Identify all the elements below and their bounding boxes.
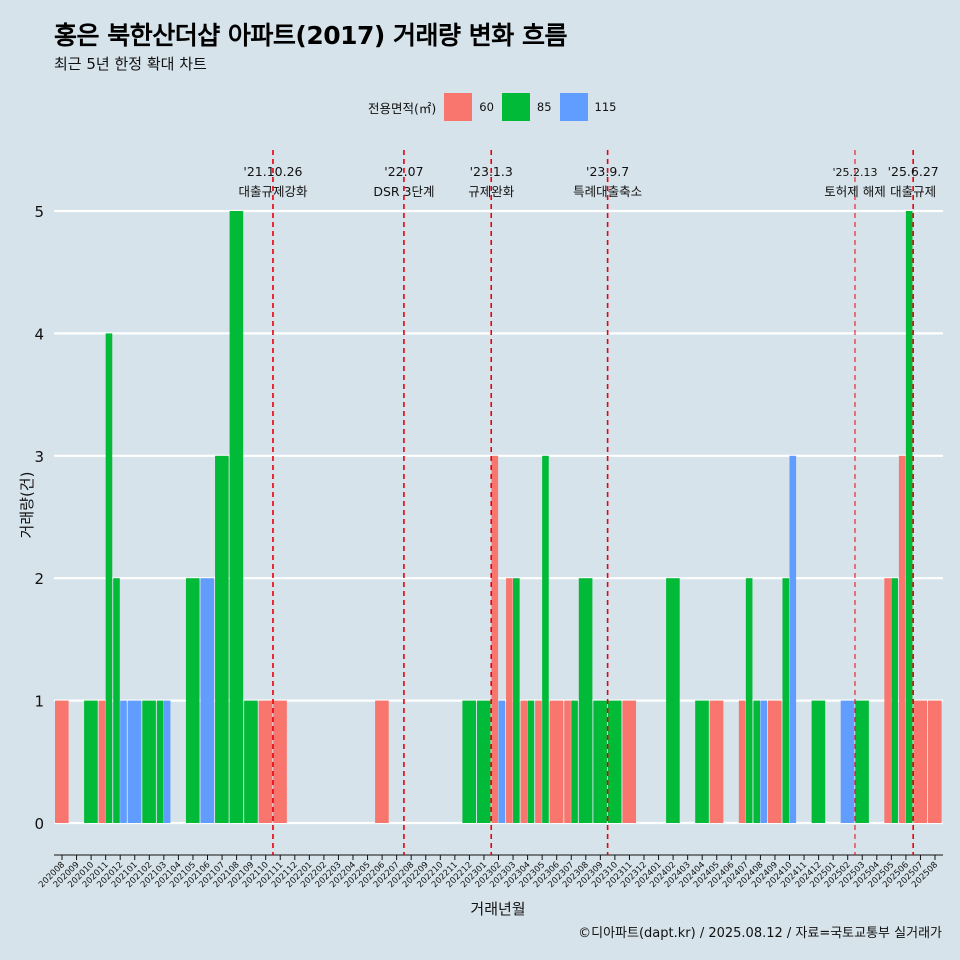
bar-202410-115 [789,455,797,823]
bar-202304-85 [527,700,535,823]
bar-202110-60 [258,700,273,823]
bar-202307-85 [571,700,578,823]
bar-202502-115 [840,700,855,823]
event-date-label: '21.10.26 [243,164,302,179]
legend-swatch-85 [501,93,530,121]
event-name-label: 특례대출축소 [573,184,642,199]
bar-202407-85 [745,578,753,823]
bar-202306-60 [549,700,564,823]
bar-202310-85 [607,700,622,823]
event-name-label: 규제완화 [468,184,515,199]
bar-202311-60 [622,700,637,823]
bar-202011-85 [105,333,113,823]
bar-202102-85 [142,700,156,823]
bar-202410-85 [782,578,790,823]
y-tick-label: 2 [34,570,44,588]
chart-title: 홍은 북한산더샵 아파트(2017) 거래량 변화 흐름 [54,21,567,50]
event-date-label: '25.2.13 [832,166,877,179]
bar-202303-85 [513,578,520,823]
bar-202301-85 [476,700,491,823]
bar-202103-115 [163,700,171,823]
bar-202402-85 [666,578,680,823]
bar-202206-60 [375,700,389,823]
bar-202412-85 [811,700,826,823]
legend: 전용면적(㎡) 60 85 115 [368,92,625,122]
bar-202107-85 [215,455,229,823]
bar-202404-85 [695,700,709,823]
bar-202109-85 [244,700,258,823]
bar-202409-60 [767,700,782,823]
legend-label-85: 85 [536,100,552,114]
bar-202506-60 [898,455,906,823]
y-tick-label: 3 [34,448,44,466]
bar-202302-60 [491,455,499,823]
bar-202408-85 [753,700,760,823]
event-name-label: 대출규제강화 [238,184,308,199]
chart-subtitle: 최근 5년 한정 확대 차트 [54,55,207,73]
bar-202010-85 [84,700,98,823]
bar-202012-115 [120,700,127,823]
bar-202111-60 [273,700,287,823]
legend-swatch-115 [559,93,588,121]
bar-202105-85 [185,578,200,823]
bar-202304-60 [520,700,528,823]
bar-202507-60 [913,700,928,823]
legend-label-115: 115 [594,100,617,114]
bar-202408-115 [760,700,767,823]
legend-label-60: 60 [479,100,494,114]
bar-202307-60 [564,700,571,823]
y-tick-label: 1 [34,693,44,711]
bar-202407-60 [738,700,746,823]
legend-item-85: 85 [501,93,552,121]
bar-202305-85 [542,455,549,823]
legend-item-60: 60 [444,93,494,121]
event-date-label: '25.6.27 [888,164,939,179]
event-date-label: '22.07 [384,164,423,179]
bar-202302-115 [498,700,506,823]
bar-202212-85 [462,700,476,823]
legend-swatch-60 [444,93,473,121]
y-tick-label: 0 [34,815,44,833]
y-tick-label: 4 [34,325,44,343]
bar-202503-85 [855,700,869,823]
bar-202108-85 [229,211,244,823]
bar-202506-85 [905,211,913,823]
bar-202012-85 [113,578,120,823]
event-name-label: 토허제 해제 [824,184,885,199]
bar-202508-60 [928,700,942,823]
bar-202308-85 [578,578,593,823]
bar-202405-60 [709,700,724,823]
bar-202106-115 [200,578,215,823]
legend-title: 전용면적(㎡) [368,100,437,116]
bar-202505-60 [884,578,891,823]
bar-202309-85 [593,700,607,823]
event-date-label: '23.1.3 [470,164,513,179]
bar-202011-60 [98,700,106,823]
bar-202303-60 [506,578,513,823]
event-name-label: DSR 3단계 [373,184,434,199]
bar-202101-115 [127,700,142,823]
event-date-label: '23.9.7 [586,164,629,179]
chart-caption: ©디아파트(dapt.kr) / 2025.08.12 / 자료=국토교통부 실… [578,926,942,941]
event-name-label: 대출규제 [890,184,936,199]
bar-202103-85 [156,700,164,823]
y-tick-label: 5 [34,203,44,221]
x-axis-title: 거래년월 [470,900,525,918]
legend-item-115: 115 [559,93,617,121]
bar-202305-60 [535,700,542,823]
bar-202008-60 [55,700,69,823]
bar-202505-85 [891,578,898,823]
y-axis-title: 거래량(건) [18,472,36,539]
